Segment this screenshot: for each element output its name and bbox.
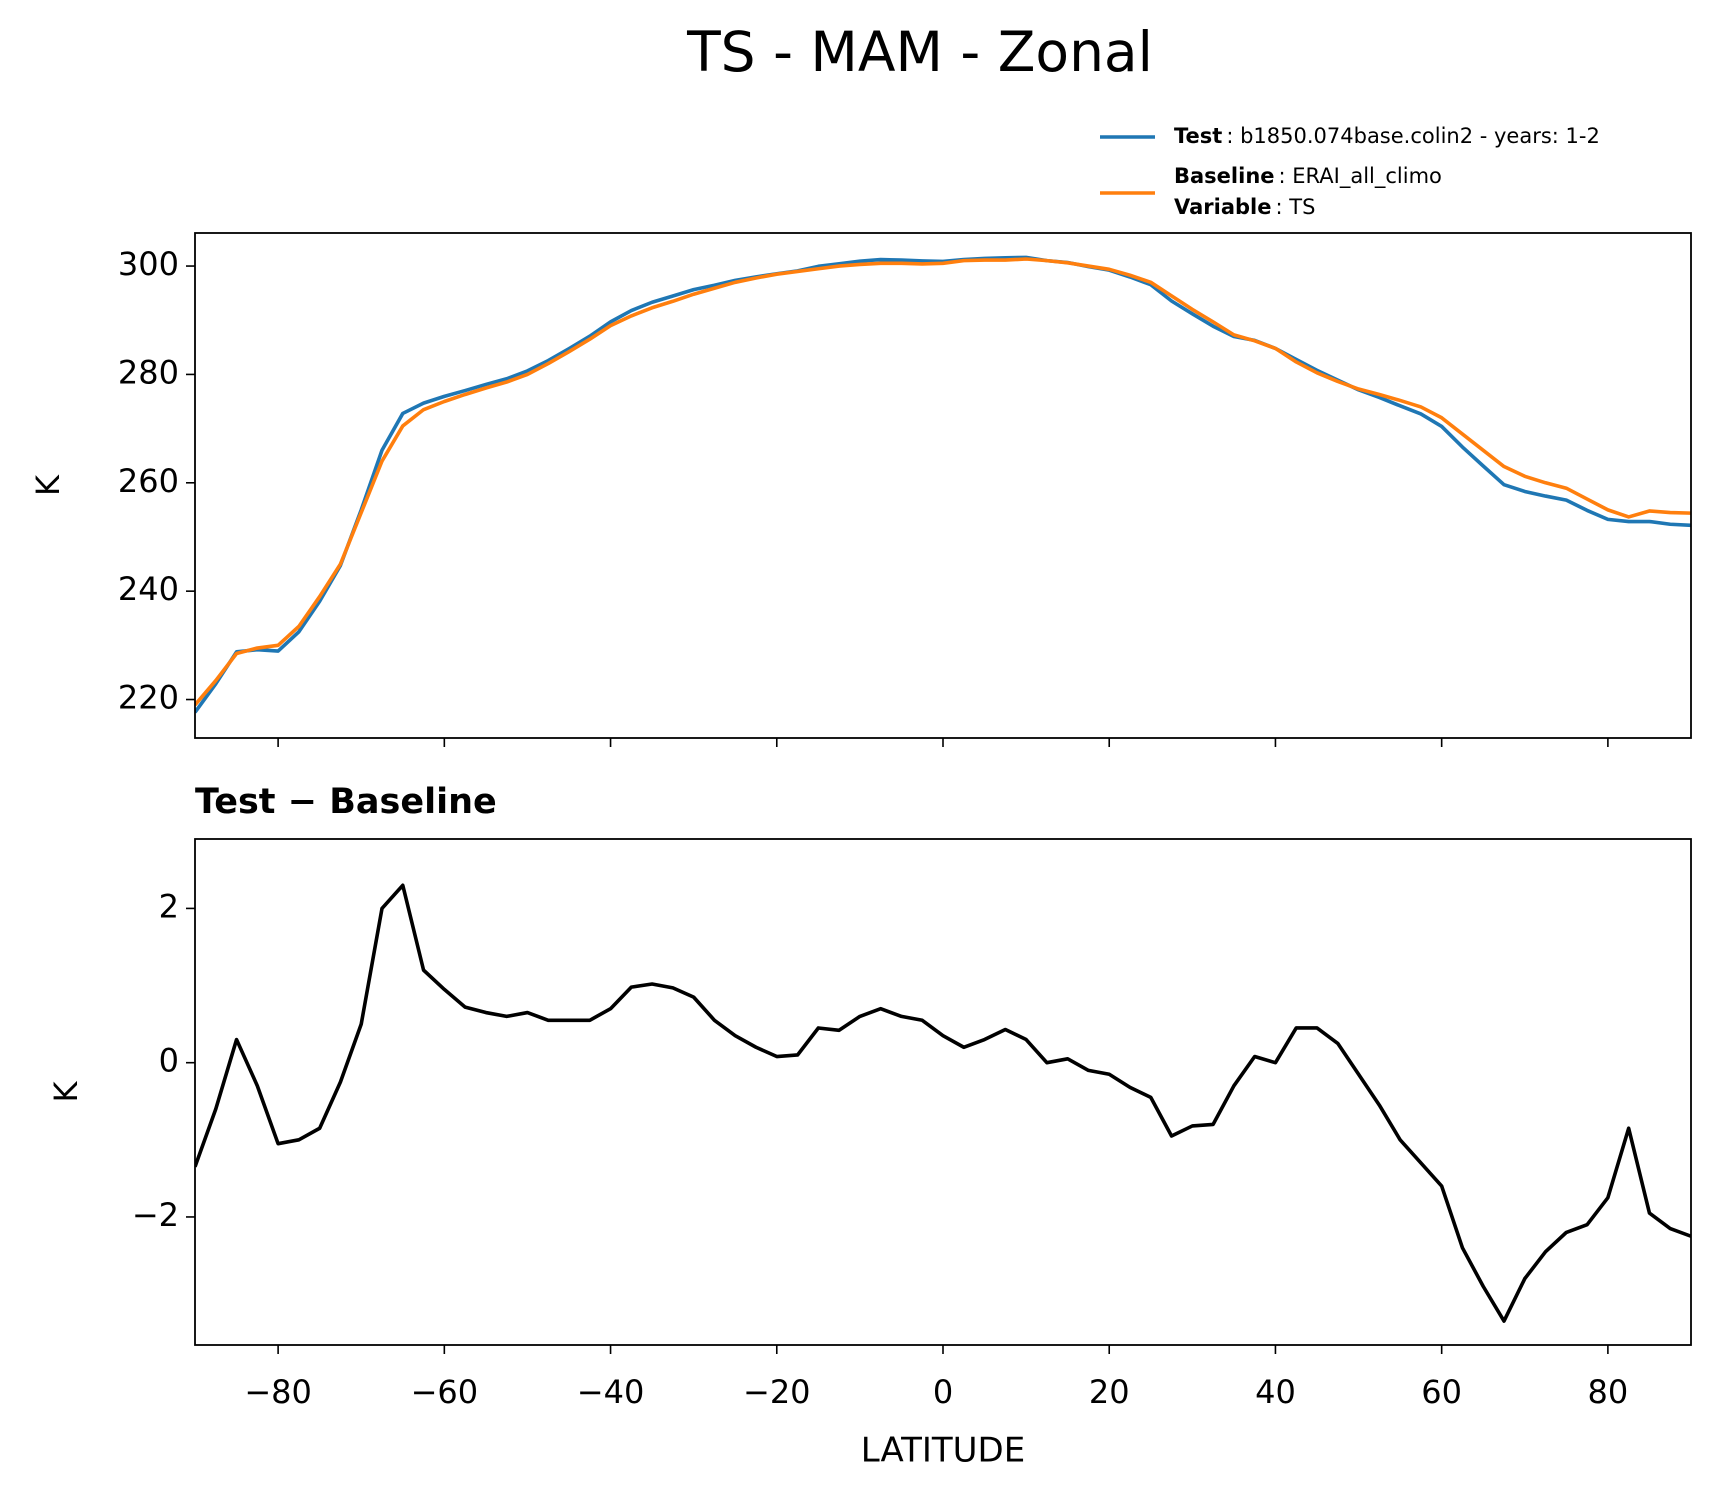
series-line (195, 255, 1691, 714)
y-tick-label: 0 (159, 1042, 179, 1080)
legend-name: Baseline (1174, 164, 1275, 188)
legend-description: : ERAI_all_climo (1279, 164, 1442, 189)
y-tick-label: 260 (118, 462, 179, 500)
x-tick-label: 60 (1421, 1373, 1462, 1411)
legend-entry: Test: b1850.074base.colin2 - years: 1-2 (1174, 124, 1600, 148)
legend-note: Variable: TS (1174, 195, 1315, 219)
x-tick-label: −60 (411, 1373, 479, 1411)
y-axis-label: K (47, 1080, 85, 1102)
y-tick-label: 240 (118, 570, 179, 608)
x-tick-label: 0 (933, 1373, 953, 1411)
series-line (195, 883, 1691, 1323)
x-tick-label: 80 (1588, 1373, 1629, 1411)
x-tick-label: −80 (244, 1373, 312, 1411)
legend-name: Variable (1174, 195, 1271, 219)
y-tick-label: 2 (159, 887, 179, 925)
legend-description: : TS (1275, 195, 1315, 219)
x-tick-label: −40 (577, 1373, 645, 1411)
axes-frame (194, 232, 1692, 739)
x-tick-label: 20 (1089, 1373, 1130, 1411)
y-tick-label: −2 (132, 1196, 179, 1234)
figure-title: TS - MAM - Zonal (686, 20, 1153, 84)
y-tick-label: 280 (118, 353, 179, 391)
legend-entry: Baseline: ERAI_all_climo (1174, 164, 1442, 189)
x-axis-label: LATITUDE (861, 1431, 1025, 1471)
legend-description: : b1850.074base.colin2 - years: 1-2 (1226, 124, 1600, 148)
x-tick-label: −20 (743, 1373, 811, 1411)
subplot-title: Test − Baseline (195, 782, 497, 822)
axes-frame (194, 838, 1692, 1346)
y-tick-label: 220 (118, 679, 179, 717)
y-tick-label: 300 (118, 245, 179, 283)
x-tick-label: 40 (1255, 1373, 1296, 1411)
series-line (195, 257, 1691, 707)
legend-name: Test (1174, 124, 1222, 148)
y-axis-label: K (29, 474, 67, 496)
